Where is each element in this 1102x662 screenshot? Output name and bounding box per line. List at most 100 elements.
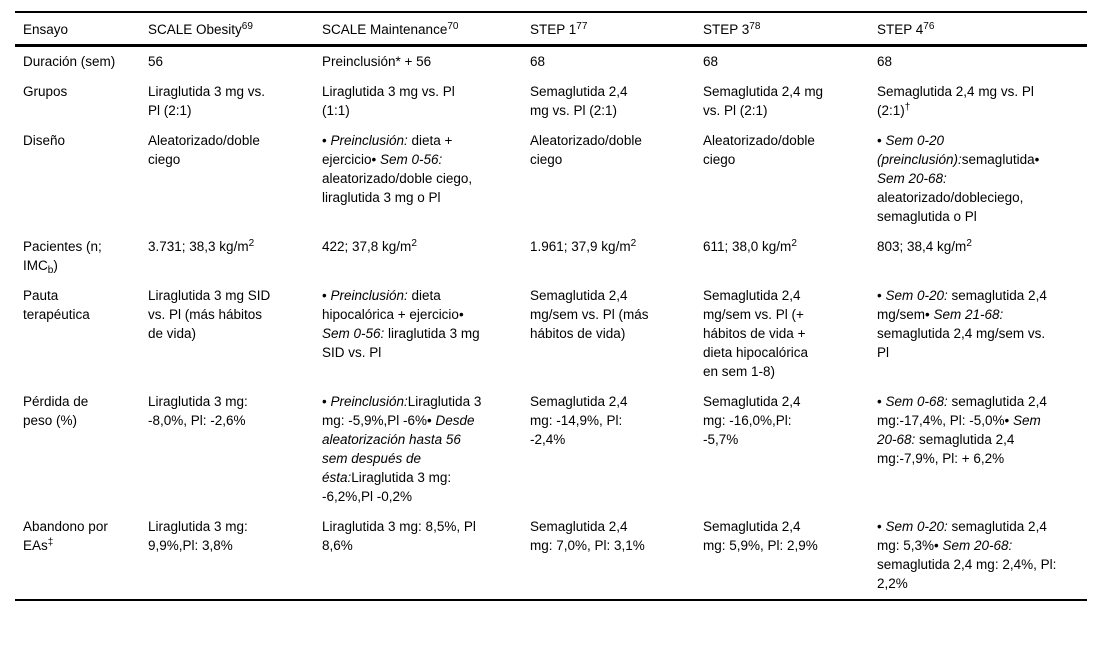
text-segment: 68	[877, 54, 893, 69]
text-segment: Semaglutida 2,4 mg/sem vs. Pl (más hábit…	[530, 288, 649, 341]
text-segment: Preinclusión:	[330, 288, 408, 303]
text-segment: liraglutida 3 mg SID vs. Pl	[322, 326, 480, 360]
row-label-diseno: Diseño	[15, 126, 140, 232]
text-segment: semaglutida 2,4 mg: 2,4%, Pl: 2,2%	[877, 557, 1057, 591]
text-segment: 422; 37,8 kg/m	[322, 239, 412, 254]
text-segment: Semaglutida 2,4 mg: -14,9%, Pl: -2,4%	[530, 394, 628, 447]
text-segment: semaglutida 2,4 mg/sem•	[877, 288, 1047, 322]
text-segment: dieta hipocalórica + ejercicio•	[322, 288, 464, 322]
cell-grupos-scale-obesity: Liraglutida 3 mg vs. Pl (2:1)	[140, 77, 314, 126]
text-segment: semaglutida 2,4 mg:-17,4%, Pl: -5,0%•	[877, 394, 1047, 428]
text-segment: Semaglutida 2,4 mg/sem vs. Pl (+ hábitos…	[703, 288, 809, 379]
row-label-pauta-terapeutica: Pauta terapéutica	[15, 281, 140, 387]
text-segment: †	[904, 102, 911, 113]
column-header-step-3: STEP 378	[695, 12, 869, 47]
text-segment: Sem 0-56:	[380, 152, 443, 167]
cell-pacientes-scale-maintenance: 422; 37,8 kg/m2	[314, 232, 522, 281]
table-row-grupos: Grupos Liraglutida 3 mg vs. Pl (2:1) Lirag…	[15, 77, 1087, 126]
cell-duracion-scale-maintenance: Preinclusión* + 56	[314, 46, 522, 78]
column-header-scale-maintenance: SCALE Maintenance70	[314, 12, 522, 47]
text-segment: Aleatorizado/doble ciego	[148, 133, 260, 167]
cell-perdida-de-peso-step-1: Semaglutida 2,4 mg: -14,9%, Pl: -2,4%	[522, 387, 695, 512]
table-row-diseno: Diseño Aleatorizado/doble ciego • Preinclu…	[15, 126, 1087, 232]
cell-abandono-por-eas-scale-obesity: Liraglutida 3 mg: 9,9%,Pl: 3,8%	[140, 512, 314, 600]
text-segment: Pacientes (n; IMC	[23, 239, 102, 273]
table-body: Duración (sem) 56 Preinclusión* + 56 68 68 68…	[15, 46, 1087, 601]
column-header-ensayo: Ensayo	[15, 12, 140, 47]
cell-perdida-de-peso-step-4: • Sem 0-68: semaglutida 2,4 mg:-17,4%, P…	[869, 387, 1087, 512]
cell-pacientes-step-1: 1.961; 37,9 kg/m2	[522, 232, 695, 281]
text-segment: STEP 4	[877, 22, 924, 37]
cell-abandono-por-eas-step-1: Semaglutida 2,4 mg: 7,0%, Pl: 3,1%	[522, 512, 695, 600]
cell-diseno-step-4: • Sem 0-20 (preinclusión):semaglutida• S…	[869, 126, 1087, 232]
text-segment: Pauta terapéutica	[23, 288, 90, 322]
cell-diseno-scale-maintenance: • Preinclusión: dieta + ejercicio• Sem 0…	[314, 126, 522, 232]
table-row-duracion: Duración (sem) 56 Preinclusión* + 56 68 68 68	[15, 46, 1087, 78]
text-segment: aleatorizado/doble ciego, liraglutida 3 …	[322, 171, 473, 205]
column-header-scale-obesity: SCALE Obesity69	[140, 12, 314, 47]
text-segment: Semaglutida 2,4 mg: 5,9%, Pl: 2,9%	[703, 519, 818, 553]
cell-pauta-terapeutica-scale-maintenance: • Preinclusión: dieta hipocalórica + eje…	[314, 281, 522, 387]
text-segment: Preinclusión* + 56	[322, 54, 432, 69]
text-segment: semaglutida 2,4 mg:-7,9%, Pl: + 6,2%	[877, 432, 1015, 466]
row-label-grupos: Grupos	[15, 77, 140, 126]
cell-pacientes-step-3: 611; 38,0 kg/m2	[695, 232, 869, 281]
cell-duracion-step-1: 68	[522, 46, 695, 78]
cell-duracion-step-3: 68	[695, 46, 869, 78]
text-segment: 2	[791, 238, 797, 249]
cell-perdida-de-peso-scale-maintenance: • Preinclusión:Liraglutida 3 mg: -5,9%,P…	[314, 387, 522, 512]
cell-perdida-de-peso-scale-obesity: Liraglutida 3 mg: -8,0%, Pl: -2,6%	[140, 387, 314, 512]
table-row-perdida-de-peso: Pérdida de peso (%) Liraglutida 3 mg: -8,…	[15, 387, 1087, 512]
text-segment: •	[877, 394, 886, 409]
text-segment: Sem 0-56:	[322, 326, 385, 341]
text-segment: •	[877, 133, 886, 148]
cell-grupos-step-3: Semaglutida 2,4 mg vs. Pl (2:1)	[695, 77, 869, 126]
text-segment: Pérdida de peso (%)	[23, 394, 89, 428]
text-segment: Liraglutida 3 mg: 8,5%, Pl 8,6%	[322, 519, 476, 553]
text-segment: Sem 0-20 (preinclusión):	[877, 133, 962, 167]
text-segment: •	[877, 288, 886, 303]
text-segment: 2	[248, 238, 255, 249]
cell-grupos-step-4: Semaglutida 2,4 mg vs. Pl (2:1)†	[869, 77, 1087, 126]
column-header-step-4: STEP 476	[869, 12, 1087, 47]
text-segment: Aleatorizado/doble ciego	[703, 133, 815, 167]
cell-pauta-terapeutica-step-1: Semaglutida 2,4 mg/sem vs. Pl (más hábit…	[522, 281, 695, 387]
text-segment: Liraglutida 3 mg: -6,2%,Pl -0,2%	[322, 470, 452, 504]
text-segment: semaglutida 2,4 mg/sem vs. Pl	[877, 326, 1046, 360]
text-segment: •	[322, 288, 331, 303]
text-segment: ‡	[47, 537, 54, 548]
text-segment: Diseño	[23, 133, 66, 148]
text-segment: 77	[576, 21, 588, 32]
text-segment: 69	[241, 21, 253, 32]
clinical-trials-table-wrapper: Ensayo SCALE Obesity69 SCALE Maintenance70…	[15, 11, 1087, 601]
text-segment: Duración (sem)	[23, 54, 116, 69]
text-segment: Semaglutida 2,4 mg: -16,0%,Pl: -5,7%	[703, 394, 801, 447]
text-segment: dieta + ejercicio•	[322, 133, 453, 167]
table-row-abandono-por-eas: Abandono por EAs‡ Liraglutida 3 mg: 9,9%,…	[15, 512, 1087, 600]
text-segment: 76	[923, 21, 935, 32]
cell-pacientes-scale-obesity: 3.731; 38,3 kg/m2	[140, 232, 314, 281]
text-segment: Preinclusión:	[330, 394, 408, 409]
text-segment: Liraglutida 3 mg vs. Pl (1:1)	[322, 84, 455, 118]
text-segment: SCALE Maintenance	[322, 22, 448, 37]
text-segment: Sem 0-20:	[885, 288, 948, 303]
text-segment: semaglutida 2,4 mg: 5,3%•	[877, 519, 1047, 553]
cell-perdida-de-peso-step-3: Semaglutida 2,4 mg: -16,0%,Pl: -5,7%	[695, 387, 869, 512]
text-segment: Semaglutida 2,4 mg vs. Pl (2:1)	[530, 84, 628, 118]
text-segment: Liraglutida 3 mg: -8,0%, Pl: -2,6%	[148, 394, 248, 428]
text-segment: •	[877, 519, 886, 534]
text-segment: Liraglutida 3 mg: -5,9%,Pl -6%•	[322, 394, 482, 428]
row-label-perdida-de-peso: Pérdida de peso (%)	[15, 387, 140, 512]
text-segment: aleatorizado/dobleciego, semaglutida o P…	[877, 190, 1024, 224]
text-segment: b	[47, 265, 54, 276]
text-segment: 68	[703, 54, 719, 69]
table-row-pauta-terapeutica: Pauta terapéutica Liraglutida 3 mg SID vs…	[15, 281, 1087, 387]
text-segment: Desde aleatorización hasta 56 sem despué…	[322, 413, 475, 485]
text-segment: 68	[530, 54, 546, 69]
text-segment: 78	[749, 21, 761, 32]
text-segment: 2	[411, 238, 417, 249]
text-segment: Semaglutida 2,4 mg: 7,0%, Pl: 3,1%	[530, 519, 645, 553]
text-segment: Sem 21-68:	[933, 307, 1004, 322]
cell-pauta-terapeutica-scale-obesity: Liraglutida 3 mg SID vs. Pl (más hábitos…	[140, 281, 314, 387]
text-segment: Aleatorizado/doble ciego	[530, 133, 642, 167]
